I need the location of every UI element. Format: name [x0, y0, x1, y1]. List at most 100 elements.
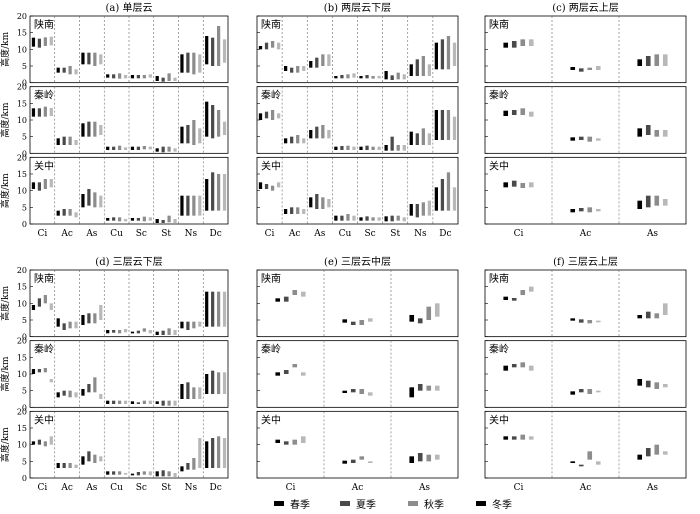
- range-bar: [106, 400, 110, 404]
- range-bar: [290, 67, 294, 73]
- range-bar: [62, 67, 66, 73]
- range-bar: [427, 200, 432, 216]
- range-bar: [31, 108, 36, 117]
- range-bar: [222, 174, 227, 211]
- region-label: 秦岭: [34, 89, 54, 102]
- range-bar: [300, 436, 306, 443]
- range-bar: [62, 323, 66, 330]
- range-bar: [283, 296, 289, 302]
- range-bar: [205, 291, 209, 327]
- range-bar: [511, 110, 517, 115]
- range-bar: [270, 185, 275, 191]
- range-bar: [570, 391, 576, 395]
- range-bar: [503, 182, 509, 188]
- region-label: 秦岭: [261, 89, 281, 102]
- range-bar: [434, 42, 439, 70]
- range-bar: [180, 466, 184, 472]
- range-bar: [192, 321, 196, 329]
- range-bar: [367, 461, 373, 463]
- x-tick-label: Sc: [136, 229, 147, 239]
- range-bar: [402, 145, 406, 151]
- range-bar: [377, 76, 381, 79]
- range-bar: [56, 463, 60, 468]
- y-tick-label: 20: [17, 83, 27, 92]
- range-bar: [334, 215, 338, 221]
- subplot-row: 关中 Ci Ac As Cu Sc St Ns Dc: [256, 156, 459, 239]
- range-bar: [112, 330, 116, 333]
- legend-swatch-summer: [340, 501, 350, 506]
- panels-layer: (a) 单层云 0 5 10 15 20 高度/km 陕南 0 5 10 15 20 高度/km 秦岭 0 5 1…: [0, 2, 687, 493]
- range-bar: [93, 121, 97, 137]
- range-bar: [186, 382, 190, 399]
- range-bar: [511, 180, 517, 187]
- range-bar: [130, 218, 135, 221]
- subplot-frame: [484, 269, 687, 338]
- subplot-row: 秦岭: [484, 340, 687, 408]
- range-bar: [595, 320, 601, 323]
- y-tick-label: 20: [17, 12, 27, 21]
- range-bar: [409, 456, 415, 463]
- range-bar: [503, 436, 509, 440]
- range-bar: [62, 136, 66, 145]
- range-bar: [302, 209, 306, 214]
- range-bar: [258, 46, 263, 50]
- range-bar: [426, 385, 432, 391]
- range-bar: [327, 130, 331, 139]
- range-bar: [264, 42, 269, 50]
- y-axis-label: 高度/km: [0, 427, 11, 462]
- range-bar: [371, 146, 375, 150]
- range-bar: [359, 146, 363, 150]
- legend-item-spring: 春季: [274, 499, 310, 511]
- range-bar: [155, 401, 159, 404]
- y-tick-label: 20: [17, 337, 27, 346]
- range-bar: [645, 56, 651, 66]
- range-bar: [56, 67, 60, 73]
- range-bar: [216, 174, 221, 211]
- range-bar: [211, 370, 215, 394]
- range-bar: [520, 362, 526, 368]
- range-bar: [296, 66, 300, 73]
- range-bar: [37, 182, 42, 191]
- range-bar: [123, 329, 128, 333]
- range-bar: [302, 66, 306, 71]
- y-tick-label: 15: [17, 99, 27, 108]
- range-bar: [276, 182, 281, 188]
- range-bar: [637, 200, 643, 209]
- legend-label-autumn: 秋季: [424, 498, 444, 511]
- legend-label-summer: 夏季: [356, 499, 376, 511]
- range-bar: [117, 217, 122, 222]
- range-bar: [167, 400, 171, 406]
- range-bar: [49, 436, 53, 445]
- range-bar: [352, 73, 356, 78]
- range-bar: [216, 372, 221, 394]
- range-bar: [148, 330, 152, 334]
- range-bar: [198, 438, 202, 468]
- y-tick-label: 15: [17, 353, 27, 362]
- y-tick-label: 5: [22, 203, 27, 212]
- range-bar: [74, 140, 78, 145]
- y-tick-label: 0: [22, 220, 27, 229]
- y-tick-label: 5: [22, 62, 27, 71]
- range-bar: [340, 75, 344, 79]
- range-bar: [37, 38, 42, 48]
- range-bar: [662, 303, 668, 315]
- range-bar: [637, 379, 643, 386]
- y-tick-label: 15: [17, 29, 27, 38]
- range-bar: [578, 68, 584, 72]
- range-bar: [148, 74, 152, 78]
- range-bar: [340, 146, 344, 150]
- range-bar: [123, 147, 128, 150]
- legend-swatch-spring: [274, 501, 284, 506]
- range-bar: [275, 298, 281, 302]
- region-label: 关中: [34, 159, 54, 172]
- subplot-row: 关中 Ci Ac As: [484, 410, 687, 493]
- range-bar: [211, 172, 215, 211]
- range-bar: [587, 451, 593, 460]
- range-bar: [409, 131, 413, 145]
- range-bar: [161, 470, 165, 477]
- range-bar: [662, 451, 668, 455]
- range-bar: [645, 125, 651, 135]
- range-bar: [68, 390, 72, 398]
- range-bar: [106, 74, 110, 78]
